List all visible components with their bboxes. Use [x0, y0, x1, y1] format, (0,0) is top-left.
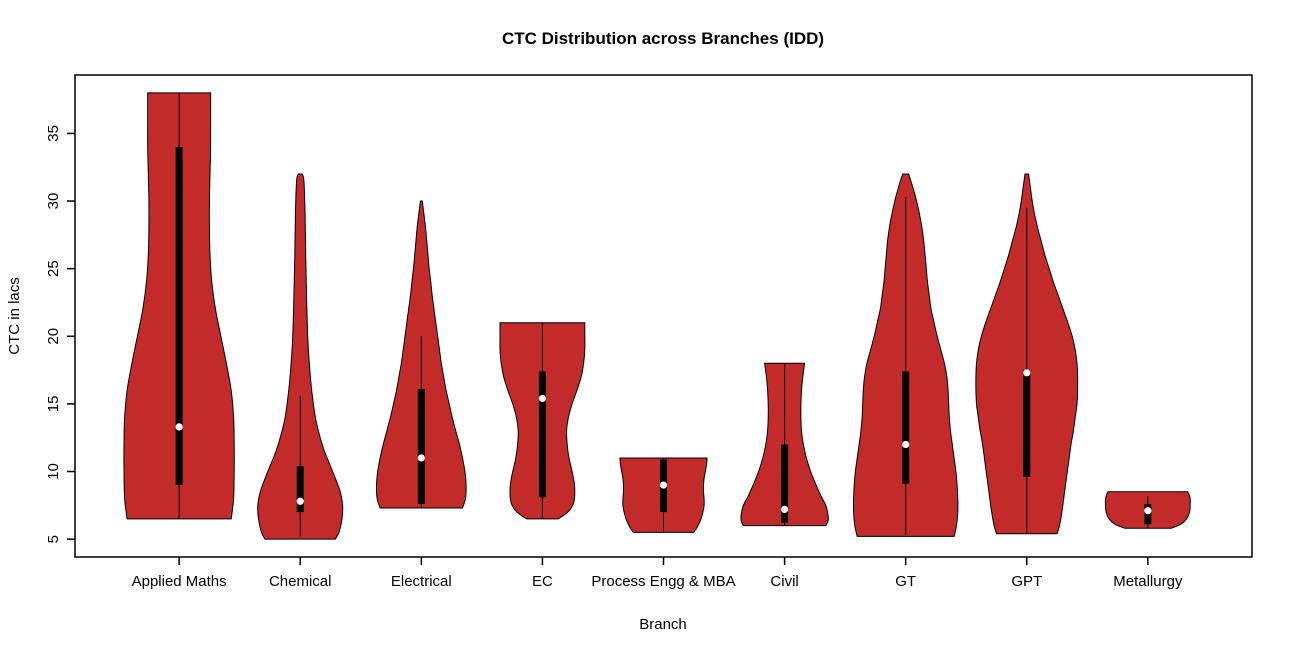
y-tick-label: 30 [45, 193, 62, 210]
median-gt [902, 440, 910, 449]
median-gpt [1023, 369, 1031, 377]
y-tick-label: 5 [45, 535, 62, 543]
y-tick-label: 10 [45, 463, 62, 480]
x-tick-label-ec: EC [532, 573, 553, 590]
median-electrical [417, 454, 425, 462]
median-ec [538, 394, 547, 403]
y-axis-label: CTC in lacs [6, 277, 23, 355]
x-tick-label-process-engg-mba: Process Engg & MBA [591, 573, 735, 590]
y-tick-label: 20 [45, 328, 62, 345]
median-process-engg-mba [659, 481, 668, 489]
x-tick-label-applied-maths: Applied Maths [132, 573, 227, 590]
median-metallurgy [1144, 507, 1152, 515]
violin-chemical [257, 173, 344, 540]
x-tick-label-electrical: Electrical [391, 573, 452, 590]
x-tick-label-gt: GT [895, 573, 916, 590]
x-tick-label-gpt: GPT [1011, 573, 1042, 590]
y-tick-label: 25 [45, 260, 62, 277]
chart-title: CTC Distribution across Branches (IDD) [502, 29, 824, 48]
y-tick-label: 35 [45, 125, 62, 142]
plot-layer: 5 10 15 20 25 30 35 Applied Maths Chemical Electr… [45, 74, 1253, 590]
y-tick-label: 15 [45, 396, 62, 413]
x-tick-label-civil: Civil [770, 573, 798, 590]
median-civil [780, 505, 789, 513]
x-tick-label-chemical: Chemical [269, 573, 332, 590]
median-applied-maths [175, 423, 183, 431]
median-chemical [296, 497, 304, 505]
x-axis-label: Branch [639, 616, 687, 633]
x-tick-label-metallurgy: Metallurgy [1113, 573, 1183, 590]
